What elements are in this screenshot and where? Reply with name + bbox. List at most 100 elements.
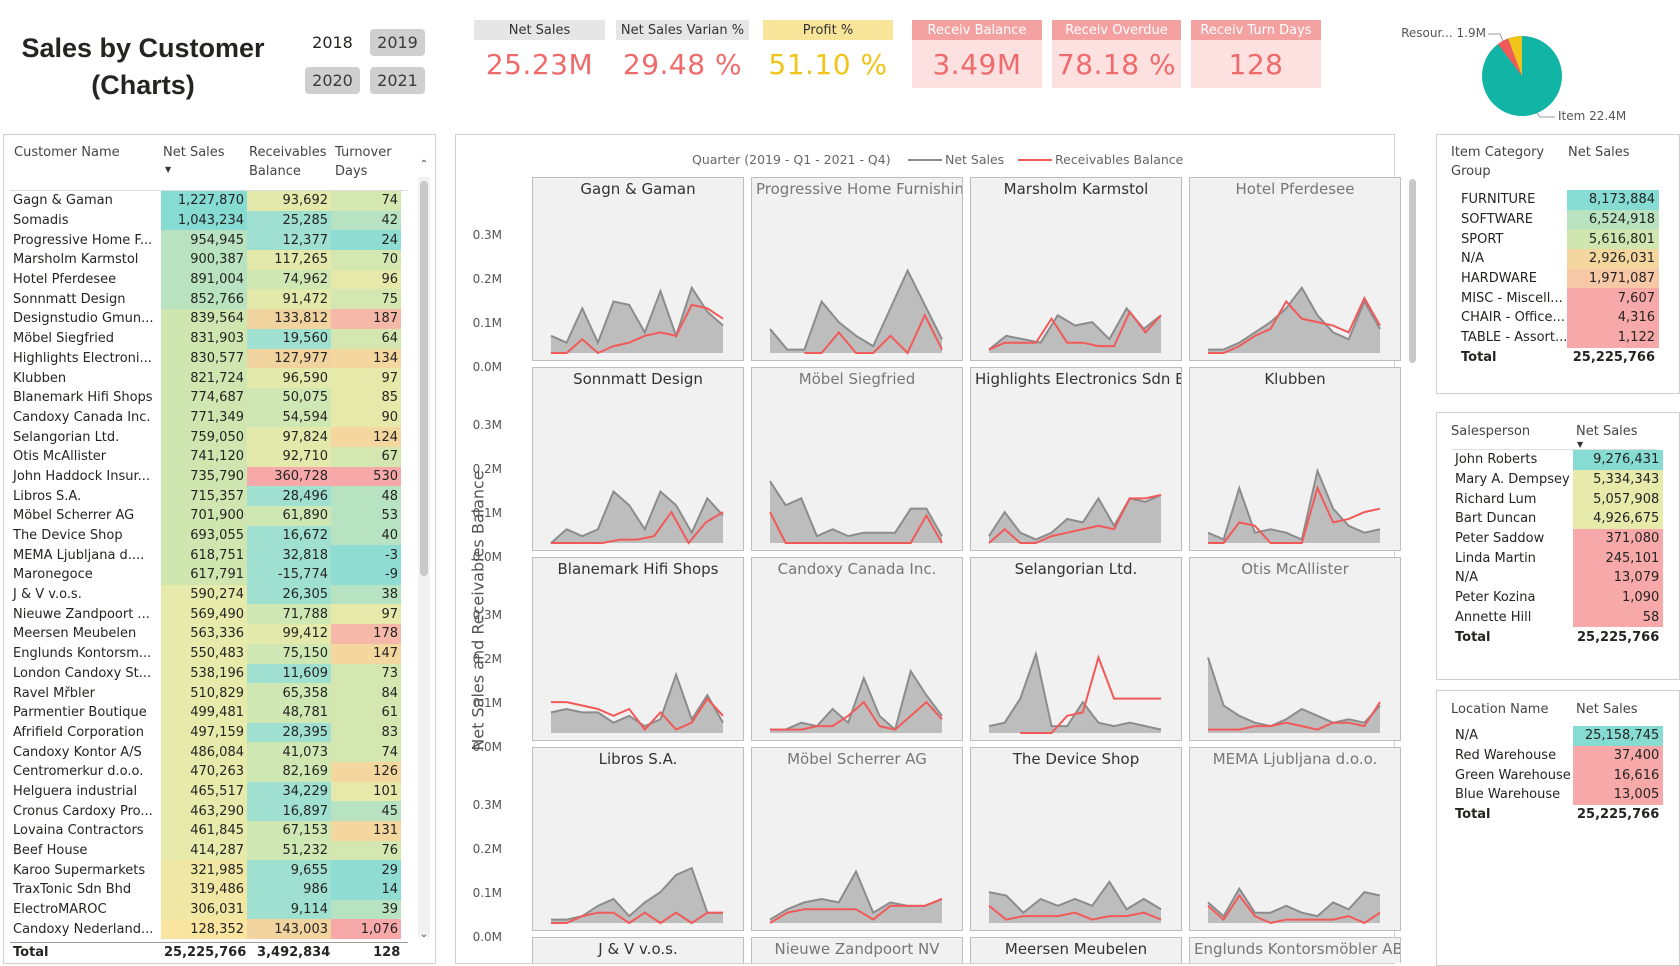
table-row[interactable]: Bart Duncan 4,926,675 bbox=[1451, 509, 1664, 529]
small-multiple-panel[interactable]: Sonnmatt Design bbox=[532, 367, 744, 551]
table-row[interactable]: Klubben 821,724 96,590 97 bbox=[10, 368, 401, 388]
year-2020-button[interactable]: 2020 bbox=[305, 67, 360, 94]
small-multiple-panel[interactable]: Progressive Home Furnishin... bbox=[751, 177, 963, 361]
small-multiple-panel[interactable]: Highlights Electronics Sdn B... bbox=[970, 367, 1182, 551]
table-row[interactable]: Highlights Electroni... 830,577 127,977 134 bbox=[10, 348, 401, 369]
legend-recv-label[interactable]: Receivables Balance bbox=[1055, 152, 1184, 167]
kpi-receiv-balance[interactable]: Receiv Balance 3.49M bbox=[912, 20, 1042, 88]
small-multiple-panel[interactable]: Möbel Scherrer AG bbox=[751, 747, 963, 931]
table-row[interactable]: Designstudio Gmun... 839,564 133,812 187 bbox=[10, 309, 401, 329]
small-multiple-panel[interactable]: The Device Shop bbox=[970, 747, 1182, 931]
small-multiple-panel[interactable]: Otis McAllister bbox=[1189, 557, 1401, 741]
small-multiple-panel[interactable]: Klubben bbox=[1189, 367, 1401, 551]
kpi-net-sales[interactable]: Net Sales 25.23M bbox=[474, 20, 605, 88]
col-header-net-sales[interactable]: Net Sales bbox=[163, 145, 225, 160]
small-multiple-panel[interactable]: Libros S.A. bbox=[532, 747, 744, 931]
small-multiple-panel[interactable]: Blanemark Hifi Shops bbox=[532, 557, 744, 741]
table-row[interactable]: Ravel Mřbler 510,829 65,358 84 bbox=[10, 683, 401, 703]
table-row[interactable]: Green Warehouse 16,616 bbox=[1451, 765, 1664, 786]
small-multiple-panel[interactable]: Englunds Kontorsmöbler AB bbox=[1189, 937, 1401, 963]
col-header-receivables[interactable]: Receivables Balance bbox=[249, 145, 327, 179]
legend-net-label[interactable]: Net Sales bbox=[945, 152, 1005, 167]
table-row[interactable]: MEMA Ljubljana d.... 618,751 32,818 -3 bbox=[10, 545, 401, 566]
table-row[interactable]: Richard Lum 5,057,908 bbox=[1451, 489, 1664, 510]
table-row[interactable]: Peter Saddow 371,080 bbox=[1451, 528, 1664, 549]
table-row[interactable]: Linda Martin 245,101 bbox=[1451, 548, 1664, 569]
table-row[interactable]: Progressive Home F... 954,945 12,377 24 bbox=[10, 230, 401, 251]
table-row[interactable]: Parmentier Boutique 499,481 48,781 61 bbox=[10, 702, 401, 723]
table-row[interactable]: N/A 25,158,745 bbox=[1451, 726, 1664, 746]
pie-slice-resource[interactable] bbox=[1498, 38, 1522, 77]
small-multiple-panel[interactable]: Selangorian Ltd. bbox=[970, 557, 1182, 741]
table-row[interactable]: Peter Kozina 1,090 bbox=[1451, 587, 1664, 608]
year-2021-button[interactable]: 2021 bbox=[370, 67, 425, 94]
table-row[interactable]: London Candoxy St... 538,196 11,609 73 bbox=[10, 663, 401, 684]
table-row[interactable]: Sonnmatt Design 852,766 91,472 75 bbox=[10, 289, 401, 310]
table-row[interactable]: TABLE - Assort... 1,122 bbox=[1457, 327, 1659, 348]
grid-scroll-thumb[interactable] bbox=[1409, 179, 1416, 363]
scroll-down-icon[interactable]: ⌄ bbox=[419, 929, 429, 940]
col-header-salesperson[interactable]: Salesperson bbox=[1451, 424, 1531, 439]
col-header-salesperson-net-sales[interactable]: Net Sales bbox=[1576, 424, 1638, 439]
table-row[interactable]: Candoxy Canada Inc. 771,349 54,594 90 bbox=[10, 407, 401, 428]
table-row[interactable]: Hotel Pferdesee 891,004 74,962 96 bbox=[10, 269, 401, 290]
table-row[interactable]: Möbel Scherrer AG 701,900 61,890 53 bbox=[10, 506, 401, 526]
table-row[interactable]: Nieuwe Zandpoort ... 569,490 71,788 97 bbox=[10, 604, 401, 625]
table-row[interactable]: SPORT 5,616,801 bbox=[1457, 229, 1659, 250]
year-2019-button[interactable]: 2019 bbox=[370, 29, 425, 56]
small-multiple-panel[interactable]: J & V v.o.s. bbox=[532, 937, 744, 963]
customer-scrollbar[interactable]: ⌃ ⌄ bbox=[418, 159, 430, 940]
year-2018-button[interactable]: 2018 bbox=[312, 33, 353, 52]
col-header-item-net-sales[interactable]: Net Sales bbox=[1568, 145, 1630, 160]
scroll-thumb[interactable] bbox=[420, 181, 428, 576]
kpi-receiv-turn-days[interactable]: Receiv Turn Days 128 bbox=[1191, 20, 1321, 88]
table-row[interactable]: Annette Hill 58 bbox=[1451, 607, 1664, 628]
table-row[interactable]: Somadis 1,043,234 25,285 42 bbox=[10, 210, 401, 231]
table-row[interactable]: Libros S.A. 715,357 28,496 48 bbox=[10, 486, 401, 506]
kpi-profit[interactable]: Profit % 51.10 % bbox=[763, 20, 893, 88]
table-row[interactable]: Englunds Kontorsm... 550,483 75,150 147 bbox=[10, 643, 401, 664]
grid-scrollbar[interactable] bbox=[1407, 175, 1417, 961]
table-row[interactable]: Candoxy Nederland... 128,352 143,003 1,076 bbox=[10, 919, 401, 940]
scroll-up-icon[interactable]: ⌃ bbox=[419, 159, 429, 170]
small-multiple-panel[interactable]: MEMA Ljubljana d.o.o. bbox=[1189, 747, 1401, 931]
small-multiple-panel[interactable]: Möbel Siegfried bbox=[751, 367, 963, 551]
table-row[interactable]: Meersen Meubelen 563,336 99,412 178 bbox=[10, 624, 401, 644]
small-multiple-panel[interactable]: Marsholm Karmstol bbox=[970, 177, 1182, 361]
small-multiple-panel[interactable]: Hotel Pferdesee bbox=[1189, 177, 1401, 361]
table-row[interactable]: TraxTonic Sdn Bhd 319,486 986 14 bbox=[10, 880, 401, 900]
table-row[interactable]: John Haddock Insur... 735,790 360,728 530 bbox=[10, 466, 401, 487]
table-row[interactable]: HARDWARE 1,971,087 bbox=[1457, 268, 1659, 289]
small-multiple-panel[interactable]: Meersen Meubelen bbox=[970, 937, 1182, 963]
table-row[interactable]: SOFTWARE 6,524,918 bbox=[1457, 209, 1659, 230]
table-row[interactable]: Möbel Siegfried 831,903 19,560 64 bbox=[10, 328, 401, 349]
col-header-location[interactable]: Location Name bbox=[1451, 702, 1549, 717]
table-row[interactable]: Helguera industrial 465,517 34,229 101 bbox=[10, 781, 401, 802]
small-multiple-panel[interactable]: Nieuwe Zandpoort NV bbox=[751, 937, 963, 963]
pie-chart[interactable]: Resour... 1.9M Item 22.4M bbox=[1380, 20, 1680, 130]
table-row[interactable]: Blue Warehouse 13,005 bbox=[1451, 785, 1664, 805]
table-row[interactable]: Maronegoce 617,791 -15,774 -9 bbox=[10, 565, 401, 585]
col-header-location-net-sales[interactable]: Net Sales bbox=[1576, 702, 1638, 717]
table-row[interactable]: ElectroMAROC 306,031 9,114 39 bbox=[10, 899, 401, 920]
table-row[interactable]: Cronus Cardoxy Pro... 463,290 16,897 45 bbox=[10, 801, 401, 821]
table-row[interactable]: Karoo Supermarkets 321,985 9,655 29 bbox=[10, 860, 401, 881]
table-row[interactable]: Selangorian Ltd. 759,050 97,824 124 bbox=[10, 427, 401, 447]
table-row[interactable]: MISC - Miscell... 7,607 bbox=[1457, 288, 1659, 309]
table-row[interactable]: N/A 2,926,031 bbox=[1457, 249, 1659, 269]
table-row[interactable]: Afrifield Corporation 497,159 28,395 83 bbox=[10, 722, 401, 743]
kpi-receiv-overdue[interactable]: Receiv Overdue 78.18 % bbox=[1052, 20, 1181, 88]
small-multiple-panel[interactable]: Gagn & Gaman bbox=[532, 177, 744, 361]
small-multiple-panel[interactable]: Candoxy Canada Inc. bbox=[751, 557, 963, 741]
table-row[interactable]: Blanemark Hifi Shops 774,687 50,075 85 bbox=[10, 387, 401, 408]
table-row[interactable]: Otis McAllister 741,120 92,710 67 bbox=[10, 446, 401, 467]
table-row[interactable]: N/A 13,079 bbox=[1451, 568, 1664, 588]
table-row[interactable]: J & V v.o.s. 590,274 26,305 38 bbox=[10, 584, 401, 605]
pie-slice-yellow[interactable] bbox=[1508, 35, 1522, 76]
kpi-net-sales-variance[interactable]: Net Sales Varian % 29.48 % bbox=[616, 20, 749, 88]
table-row[interactable]: Mary A. Dempsey 5,334,343 bbox=[1451, 469, 1664, 490]
table-row[interactable]: Lovaina Contractors 461,845 67,153 131 bbox=[10, 821, 401, 841]
table-row[interactable]: Red Warehouse 37,400 bbox=[1451, 745, 1664, 766]
table-row[interactable]: John Roberts 9,276,431 bbox=[1451, 450, 1664, 470]
table-row[interactable]: Centromerkur d.o.o. 470,263 82,169 126 bbox=[10, 761, 401, 782]
